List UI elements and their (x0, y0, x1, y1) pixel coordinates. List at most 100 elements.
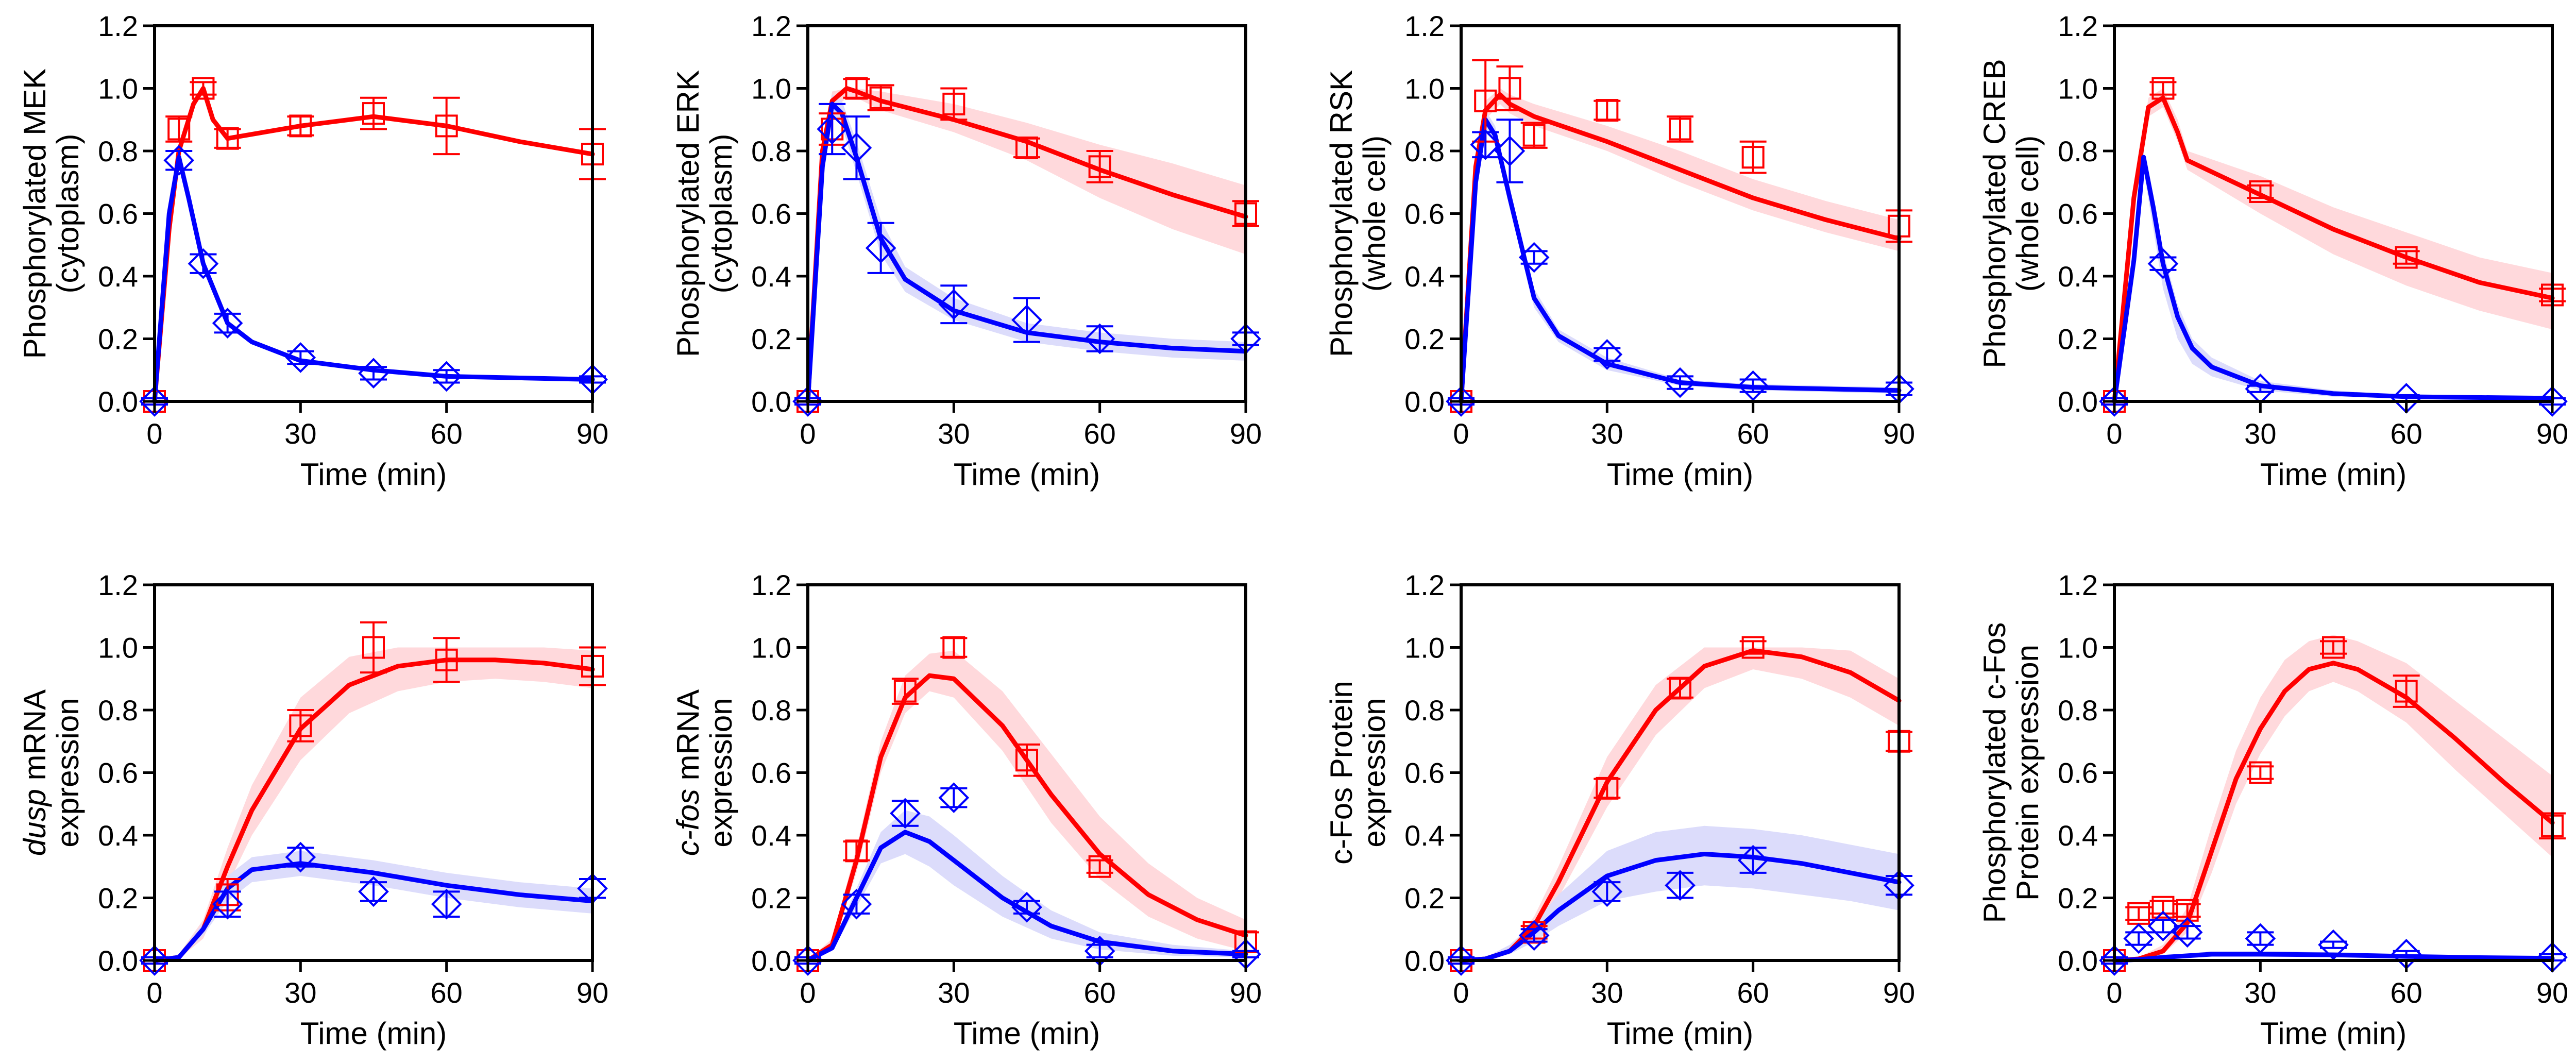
x-axis-label: Time (min) (954, 1016, 1100, 1051)
x-tick-label: 30 (2244, 417, 2276, 450)
x-tick-label: 0 (800, 417, 816, 450)
x-axis-label: Time (min) (954, 457, 1100, 492)
y-axis-label: expression (704, 698, 738, 847)
data-point-diamond (2537, 386, 2568, 417)
data-point-square (2249, 761, 2272, 784)
y-axis-label: expression (50, 698, 85, 847)
plot-frame (1460, 583, 1901, 962)
x-tick-label: 0 (146, 976, 162, 1009)
y-tick-label: 0.0 (1404, 385, 1445, 418)
x-tick-label: 0 (146, 417, 162, 450)
chart-panel-2: 0.0 0.2 0.4 0.6 0.8 1.0 1.2 0 30 60 90 Time (min) Ph… (671, 10, 1262, 492)
chart-panel-8: 0.0 0.2 0.4 0.6 0.8 1.0 1.2 0 30 60 90 Time (min) Ph… (1977, 569, 2568, 1051)
data-point-square (1669, 677, 1691, 700)
data-point-square (1498, 77, 1521, 100)
y-tick-label: 0.4 (98, 819, 138, 852)
y-tick-label: 1.0 (2058, 632, 2098, 664)
x-tick-label: 90 (1883, 976, 1915, 1009)
y-tick-label: 0.4 (751, 260, 791, 293)
chart-panel-1: 0.0 0.2 0.4 0.6 0.8 1.0 1.2 0 30 60 90 Time (min) Ph… (18, 10, 608, 492)
x-axis-label: Time (min) (1607, 457, 1753, 492)
data-point-diamond (1470, 129, 1501, 160)
x-tick-label: 30 (938, 976, 970, 1009)
data-point-diamond (2245, 923, 2276, 954)
confidence-band (1461, 88, 1899, 401)
data-point-diamond (890, 798, 921, 829)
y-tick-label: 0.8 (751, 694, 791, 727)
data-point-square (2322, 636, 2345, 659)
x-tick-label: 0 (2106, 417, 2122, 450)
data-point-diamond (938, 289, 970, 320)
data-point-diamond (212, 888, 243, 920)
data-point-diamond (2123, 923, 2155, 954)
chart-panel-7: 0.0 0.2 0.4 0.6 0.8 1.0 1.2 0 30 60 90 Time (min) c-… (1324, 569, 1915, 1051)
data-point-square (1474, 89, 1497, 112)
data-point-square (435, 114, 458, 138)
y-tick-label: 0.8 (2058, 694, 2098, 727)
y-tick-label: 0.6 (98, 757, 138, 789)
confidence-band (2114, 88, 2552, 401)
data-point-square (1741, 636, 1765, 659)
x-tick-label: 0 (800, 976, 816, 1009)
data-point-diamond (865, 232, 896, 264)
data-point-diamond (358, 876, 389, 907)
y-tick-label: 0.6 (2058, 198, 2098, 230)
data-point-diamond (792, 945, 823, 976)
data-point-square (893, 680, 917, 703)
data-point-square (1522, 124, 1546, 147)
data-point-diamond (1737, 370, 1769, 401)
y-tick-label: 1.0 (1404, 73, 1445, 105)
y-tick-label: 0.4 (2058, 260, 2098, 293)
data-point-diamond (139, 386, 170, 417)
fit-line (2112, 952, 2555, 963)
y-tick-label: 0.0 (751, 385, 791, 418)
y-tick-label: 0.2 (98, 882, 138, 915)
confidence-band (155, 647, 592, 960)
x-tick-label: 90 (1230, 976, 1262, 1009)
y-tick-label: 1.2 (2058, 569, 2098, 601)
x-tick-label: 90 (1230, 417, 1262, 450)
y-tick-label: 0.6 (751, 757, 791, 789)
data-point-diamond (431, 888, 462, 920)
data-point-square (845, 77, 868, 100)
y-tick-label: 0.0 (2058, 944, 2098, 977)
data-point-diamond (1494, 136, 1526, 166)
y-tick-label: 0.2 (1404, 882, 1445, 915)
y-tick-label: 0.6 (751, 198, 791, 230)
data-point-square (1741, 146, 1765, 169)
data-point-square (192, 77, 215, 100)
x-axis-label: Time (min) (300, 1016, 447, 1051)
y-tick-label: 0.0 (98, 944, 138, 977)
y-tick-label: 1.0 (98, 73, 138, 105)
data-point-diamond (1665, 870, 1696, 901)
x-axis-label: Time (min) (2260, 1016, 2406, 1051)
data-point-diamond (2147, 910, 2179, 942)
y-tick-label: 1.2 (2058, 10, 2098, 42)
y-tick-label: 0.8 (98, 135, 138, 167)
data-point-square (942, 636, 965, 659)
confidence-band (1461, 647, 1899, 960)
x-tick-label: 90 (577, 976, 608, 1009)
fit-line (152, 155, 595, 404)
y-axis-label: Phosphorylated RSK (1324, 70, 1359, 357)
data-point-square (1596, 99, 1619, 122)
y-axis-label: Protein expression (2010, 645, 2045, 901)
x-tick-label: 60 (2391, 976, 2422, 1009)
y-tick-label: 0.4 (98, 260, 138, 293)
y-axis-label: (whole cell) (1357, 136, 1392, 292)
data-point-diamond (1737, 845, 1769, 876)
data-point-square (2395, 246, 2418, 269)
data-point-diamond (2099, 386, 2130, 417)
y-tick-label: 1.0 (2058, 73, 2098, 105)
x-tick-label: 30 (284, 417, 316, 450)
data-point-diamond (1446, 945, 1477, 976)
data-point-diamond (431, 361, 462, 392)
y-tick-label: 0.2 (751, 882, 791, 915)
x-tick-label: 60 (2391, 417, 2422, 450)
data-point-diamond (2147, 248, 2179, 279)
y-tick-label: 0.4 (2058, 819, 2098, 852)
x-tick-label: 30 (1591, 976, 1623, 1009)
chart-panel-6: 0.0 0.2 0.4 0.6 0.8 1.0 1.2 0 30 60 90 Time (min) c-… (671, 569, 1262, 1051)
y-axis-label: (whole cell) (2010, 136, 2045, 292)
y-axis-label: Phosphorylated ERK (671, 70, 705, 357)
